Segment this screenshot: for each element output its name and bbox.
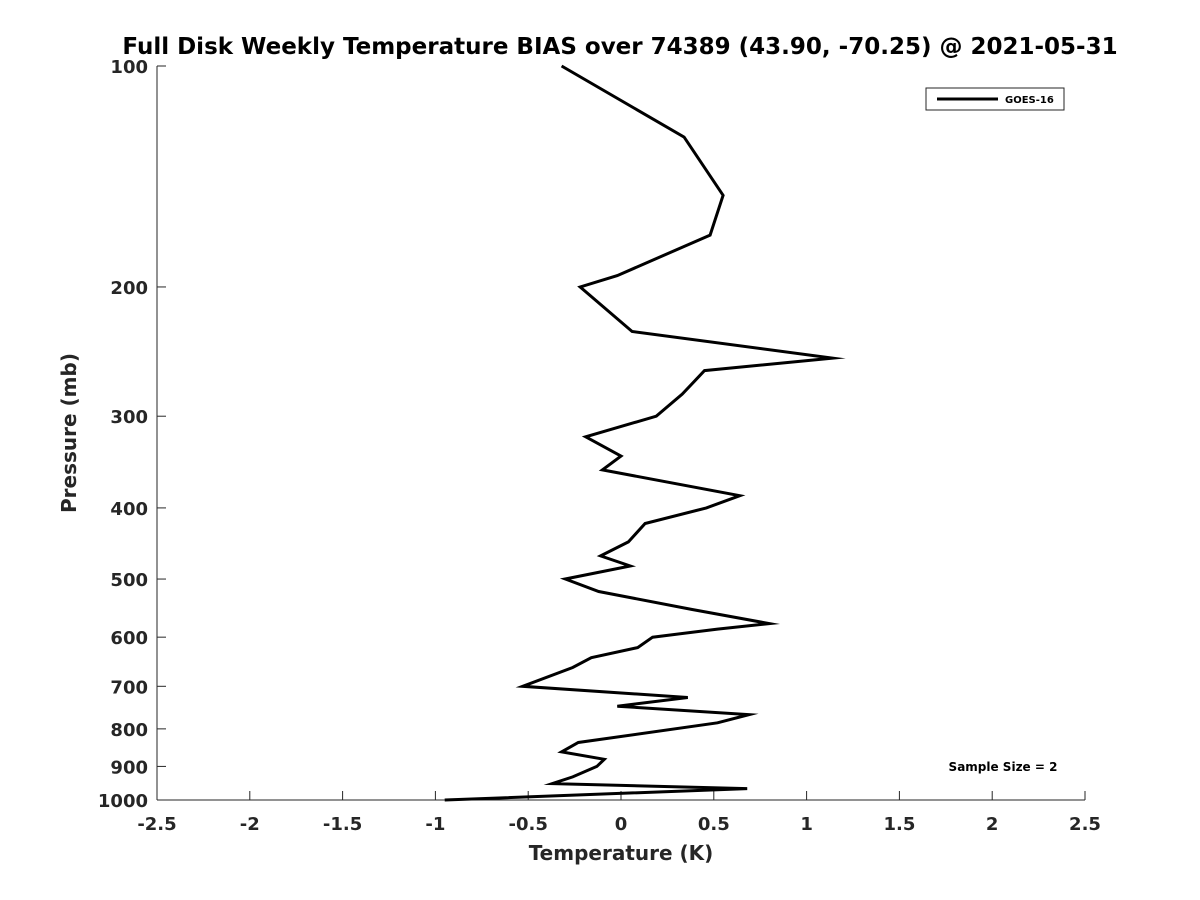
x-tick-label: 0 xyxy=(615,814,628,835)
x-axis-label: Temperature (K) xyxy=(529,841,714,865)
y-tick-label: 400 xyxy=(110,499,148,520)
series-group xyxy=(444,64,846,802)
y-ticks: 100 200 300 400 500 600 700 800 900 1000 xyxy=(98,57,166,812)
x-tick-label: 0.5 xyxy=(698,814,730,835)
legend-label-goes-16: GOES-16 xyxy=(1005,95,1054,106)
x-tick-label: 2 xyxy=(986,814,999,835)
x-tick-label: 1.5 xyxy=(883,814,915,835)
x-tick-label: -2 xyxy=(240,814,260,835)
x-ticks: -2.5 -2 -1.5 -1 -0.5 0 0.5 1 1.5 2 2.5 xyxy=(137,791,1101,835)
y-tick-label: 500 xyxy=(110,570,148,591)
y-tick-label: 700 xyxy=(110,677,148,698)
x-tick-label: -1.5 xyxy=(323,814,362,835)
legend: GOES-16 xyxy=(925,87,1065,111)
series-line-goes-16 xyxy=(444,64,846,802)
sample-size-annotation: Sample Size = 2 xyxy=(949,760,1058,774)
y-tick-label: 800 xyxy=(110,720,148,741)
y-tick-label: 100 xyxy=(110,57,148,78)
y-axis-label: Pressure (mb) xyxy=(57,353,81,513)
x-tick-label: -2.5 xyxy=(137,814,176,835)
x-tick-label: -0.5 xyxy=(509,814,548,835)
x-tick-label: 1 xyxy=(800,814,813,835)
y-tick-label: 600 xyxy=(110,628,148,649)
x-tick-label: -1 xyxy=(425,814,445,835)
y-tick-label: 200 xyxy=(110,278,148,299)
y-tick-label: 1000 xyxy=(98,791,148,812)
y-tick-label: 300 xyxy=(110,407,148,428)
chart-title: Full Disk Weekly Temperature BIAS over 7… xyxy=(122,34,1117,60)
x-tick-label: 2.5 xyxy=(1069,814,1101,835)
y-tick-label: 900 xyxy=(110,757,148,778)
